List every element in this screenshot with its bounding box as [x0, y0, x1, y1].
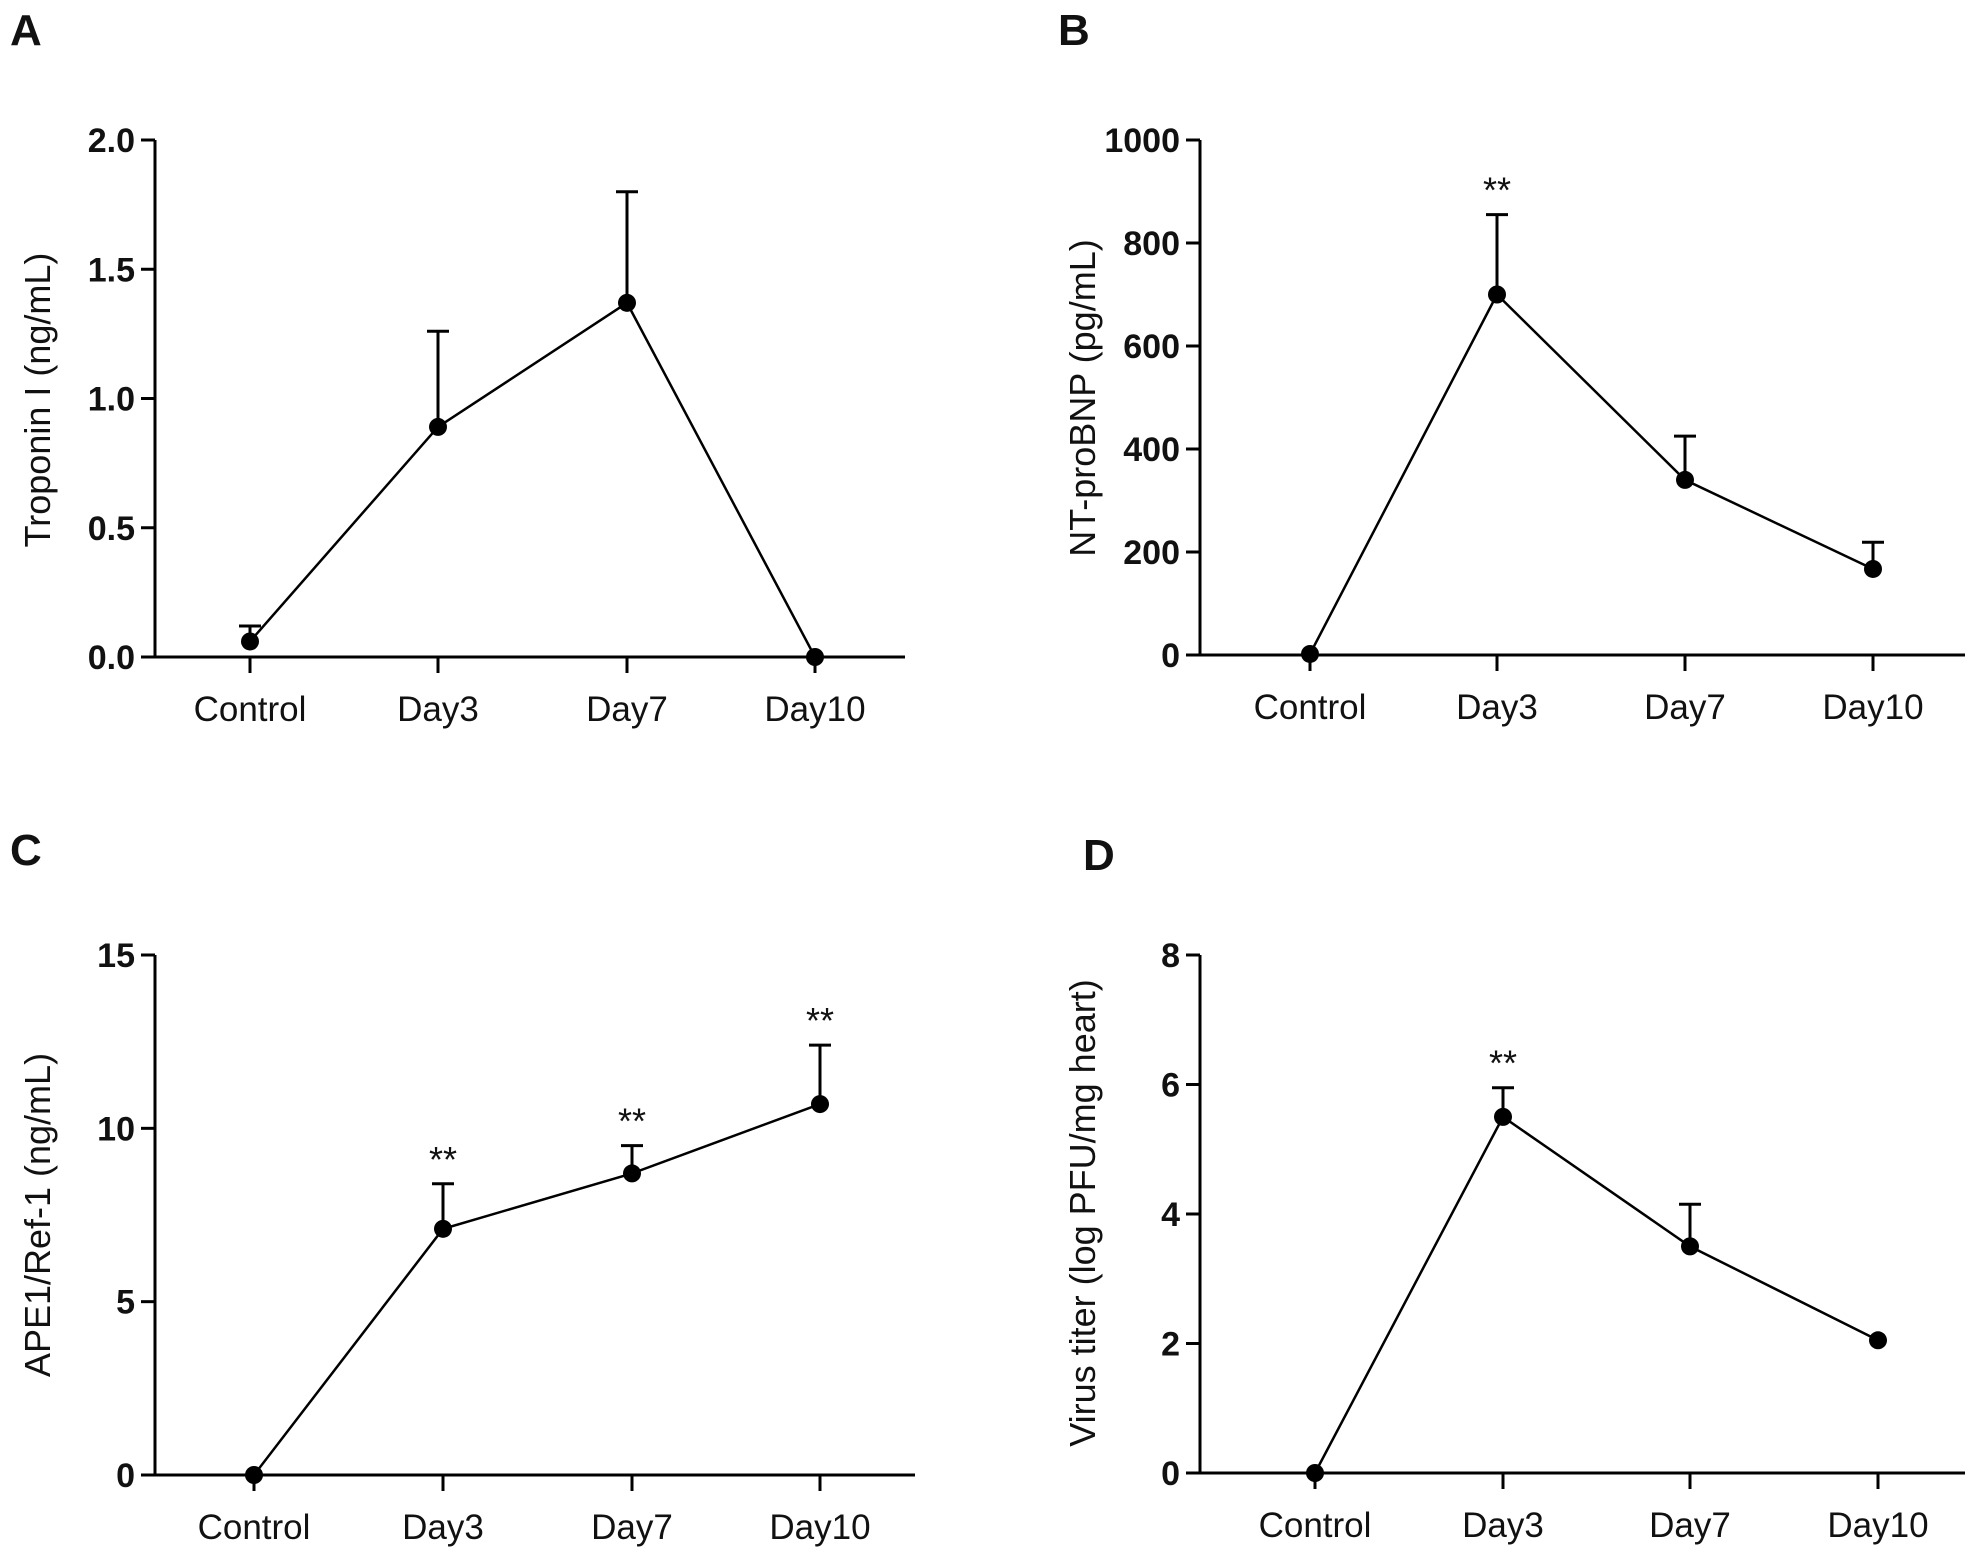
significance-mark: ** [1489, 1043, 1517, 1084]
y-tick-label: 15 [97, 937, 135, 975]
panel-a: A 0.0 0.5 1.0 1.5 2.0 Control Day3 Day7 Day10 Trop… [10, 6, 905, 729]
data-point [1494, 1107, 1512, 1126]
y-tick-label: 400 [1123, 431, 1180, 469]
y-tick-label: 0.0 [88, 639, 135, 677]
data-point [434, 1219, 452, 1238]
data-point [429, 417, 447, 436]
series-line [249, 301, 817, 658]
y-tick-label: 0 [1161, 637, 1180, 675]
y-axis-title: APE1/Ref-1 (ng/mL) [17, 1053, 58, 1377]
significance-mark: ** [618, 1101, 646, 1142]
x-tick-label: Day10 [769, 1508, 870, 1547]
x-tick-label: Day10 [1822, 688, 1923, 727]
y-tick-label: 200 [1123, 534, 1180, 572]
significance-mark: ** [806, 1000, 834, 1041]
series-line [1313, 1115, 1879, 1474]
x-tick-label: Day7 [586, 690, 668, 729]
y-tick-label: 10 [97, 1110, 135, 1148]
x-tick-label: Control [198, 1508, 311, 1547]
panel-letter: B [1058, 6, 1090, 55]
y-tick-label: 0 [1161, 1455, 1180, 1493]
y-tick-label: 1.5 [88, 251, 135, 289]
x-tick-label: Day3 [402, 1508, 484, 1547]
data-point [623, 1164, 641, 1183]
y-tick-label: 1000 [1104, 122, 1180, 160]
data-point [811, 1095, 829, 1114]
panel-d: D 0 2 4 6 8 Control Day3 Day7 Day10 Virus titer (l… [1062, 831, 1965, 1545]
data-point [1676, 470, 1694, 489]
y-tick-label: 6 [1161, 1067, 1180, 1105]
panel-b: B 0 200 400 600 800 1000 Control Day3 Day7 Day10 NT… [1058, 6, 1965, 727]
x-tick-label: Day7 [1649, 1506, 1731, 1545]
panel-c: C 0 5 10 15 Control Day3 Day7 Day10 APE1/Ref-1 (n… [10, 826, 915, 1547]
data-point [618, 293, 636, 312]
data-point [806, 648, 824, 666]
data-point [245, 1466, 263, 1484]
x-tick-label: Control [1259, 1506, 1372, 1545]
panel-letter: A [10, 6, 42, 55]
x-tick-label: Day7 [1644, 688, 1726, 727]
y-axis-title: NT-proBNP (pg/mL) [1062, 239, 1103, 556]
data-point [1681, 1237, 1699, 1256]
x-tick-label: Control [1254, 688, 1367, 727]
x-tick-label: Day3 [1462, 1506, 1544, 1545]
series-line [1308, 292, 1874, 655]
panel-letter: D [1083, 831, 1115, 880]
data-point [241, 632, 259, 651]
y-tick-label: 8 [1161, 937, 1180, 975]
y-tick-label: 5 [116, 1284, 135, 1322]
data-point [1869, 1331, 1887, 1350]
y-tick-label: 800 [1123, 225, 1180, 263]
x-tick-label: Day7 [591, 1508, 673, 1547]
y-axis-title: Virus titer (log PFU/mg heart) [1062, 979, 1103, 1446]
significance-mark: ** [429, 1139, 457, 1180]
y-tick-label: 1.0 [88, 381, 135, 419]
data-point [1864, 559, 1882, 578]
data-point [1488, 285, 1506, 304]
x-tick-label: Control [194, 690, 307, 729]
data-point [1306, 1464, 1324, 1482]
x-tick-label: Day10 [764, 690, 865, 729]
y-tick-label: 4 [1161, 1196, 1180, 1234]
y-tick-label: 0 [116, 1457, 135, 1495]
data-point [1301, 644, 1319, 663]
panel-letter: C [10, 826, 42, 875]
significance-mark: ** [1483, 170, 1511, 211]
y-tick-label: 0.5 [88, 510, 135, 548]
x-tick-label: Day10 [1827, 1506, 1928, 1545]
y-axis-title: Troponin I (ng/mL) [17, 253, 58, 548]
y-tick-label: 2 [1161, 1326, 1180, 1364]
y-tick-label: 600 [1123, 328, 1180, 366]
x-tick-label: Day3 [1456, 688, 1538, 727]
series-line [253, 1102, 821, 1476]
y-tick-label: 2.0 [88, 122, 135, 160]
x-tick-label: Day3 [397, 690, 479, 729]
